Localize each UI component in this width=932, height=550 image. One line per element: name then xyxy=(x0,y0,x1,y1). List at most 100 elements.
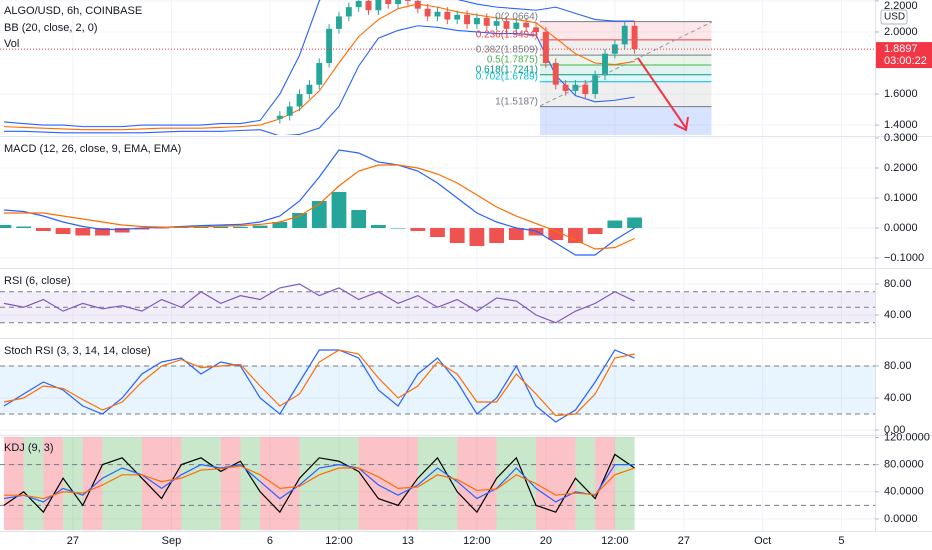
signal-zone xyxy=(437,437,458,530)
histogram-bar xyxy=(233,226,248,229)
histogram-bar xyxy=(311,201,327,229)
signal-zone xyxy=(614,437,635,530)
candle-body xyxy=(404,0,411,1)
series-line xyxy=(3,164,635,250)
last-price-badge xyxy=(876,42,932,69)
histogram-bar xyxy=(16,226,32,229)
fib-label: 0.236(1.9494) xyxy=(476,29,538,40)
fib-label: 1(1.5187) xyxy=(495,96,538,107)
y-tick-label: 40.0000 xyxy=(884,486,924,498)
histogram-bar xyxy=(548,228,564,241)
signal-zone xyxy=(516,437,537,530)
signal-zone xyxy=(181,437,202,530)
volume-legend: Vol xyxy=(4,38,19,50)
y-tick-label: 0.0000 xyxy=(884,222,918,234)
signal-zone xyxy=(122,437,142,530)
pane-legend: KDJ (9, 3) xyxy=(4,442,54,454)
countdown-label: 03:00:22 xyxy=(884,55,927,67)
signal-zone xyxy=(338,437,359,530)
candle-body xyxy=(513,22,520,29)
histogram-bar xyxy=(75,228,91,236)
histogram-bar xyxy=(213,226,229,229)
y-tick-label: 1.4000 xyxy=(884,119,918,131)
signal-zone xyxy=(378,437,399,530)
pane-back xyxy=(0,365,875,431)
y-tick-label: 40.00 xyxy=(884,392,912,404)
histogram-bar xyxy=(568,228,583,244)
signal-zone xyxy=(3,437,24,530)
candle-body xyxy=(424,8,431,17)
y-tick-label: 80.00 xyxy=(884,360,912,372)
candle-body xyxy=(493,21,500,26)
candle-body xyxy=(631,25,638,50)
currency-badge xyxy=(880,9,908,25)
signal-zone xyxy=(496,437,517,530)
overlay-legend: BB (20, close, 2, 0) xyxy=(4,22,98,34)
histogram-bar xyxy=(351,210,367,229)
histogram-bar xyxy=(410,228,426,232)
pane-legend: Stoch RSI (3, 3, 14, 14, close) xyxy=(4,345,151,357)
candle-body xyxy=(276,115,283,119)
signal-zone xyxy=(279,437,300,530)
candle-body xyxy=(434,11,441,17)
arrow-head xyxy=(673,116,689,132)
signal-zone xyxy=(358,437,379,530)
candle-body xyxy=(286,106,293,116)
fib-zone xyxy=(539,55,712,65)
x-tick-label: Oct xyxy=(754,535,771,547)
fib-label: 0(2.0664) xyxy=(495,11,538,22)
candle-body xyxy=(562,84,569,91)
y-tick-label: 1.6000 xyxy=(884,88,918,100)
y-tick-label: 80.0000 xyxy=(884,459,924,471)
signal-zone xyxy=(398,437,418,530)
candle-body xyxy=(444,11,451,20)
y-tick-label: 40.00 xyxy=(884,309,912,321)
currency-label: USD xyxy=(884,12,905,23)
pane xyxy=(0,283,875,324)
histogram-bar xyxy=(55,228,71,235)
series-line xyxy=(3,463,635,503)
signal-zone xyxy=(240,437,261,530)
candle-body xyxy=(473,18,480,25)
trend-line xyxy=(539,21,713,107)
histogram-bar xyxy=(528,228,544,236)
y-tick-label: 0.1000 xyxy=(884,192,918,204)
arrow-shaft xyxy=(637,57,687,129)
histogram-bar xyxy=(331,192,347,229)
histogram-bar xyxy=(430,228,445,238)
histogram-bar xyxy=(272,222,288,229)
signal-zone xyxy=(555,437,576,530)
pane-legend: MACD (12, 26, close, 9, EMA, EMA) xyxy=(4,143,181,155)
candle-body xyxy=(582,84,589,95)
candle-body xyxy=(611,44,618,54)
x-tick-label: 6 xyxy=(267,535,273,547)
histogram-bar xyxy=(95,228,110,236)
signal-zone xyxy=(417,437,438,530)
candle-body xyxy=(454,14,461,20)
fib-label: 0.618(1.7241) xyxy=(476,64,538,75)
fib-zone xyxy=(539,64,712,75)
y-tick-label: 0.0000 xyxy=(884,513,918,525)
signal-zone xyxy=(201,437,221,530)
pane-back xyxy=(0,283,875,323)
candle-body xyxy=(336,16,342,29)
signal-zone xyxy=(536,437,556,530)
series-line xyxy=(3,149,635,256)
pane xyxy=(0,453,875,514)
signal-zone xyxy=(102,437,123,530)
histogram-bar xyxy=(134,228,150,230)
histogram-bar xyxy=(469,228,485,247)
histogram-bar xyxy=(607,220,623,229)
x-tick-label: 13 xyxy=(402,535,414,547)
series-line xyxy=(3,283,635,324)
candle-body xyxy=(552,63,559,85)
candle-body xyxy=(316,63,323,85)
histogram-bar xyxy=(370,225,386,229)
candle-body xyxy=(533,27,539,32)
y-tick-label: 2.2000 xyxy=(884,0,918,12)
x-tick-label: 5 xyxy=(838,535,844,547)
annotation-layer xyxy=(539,21,713,132)
candle-body xyxy=(503,21,510,29)
fib-label: 0.382(1.8509) xyxy=(476,45,538,56)
